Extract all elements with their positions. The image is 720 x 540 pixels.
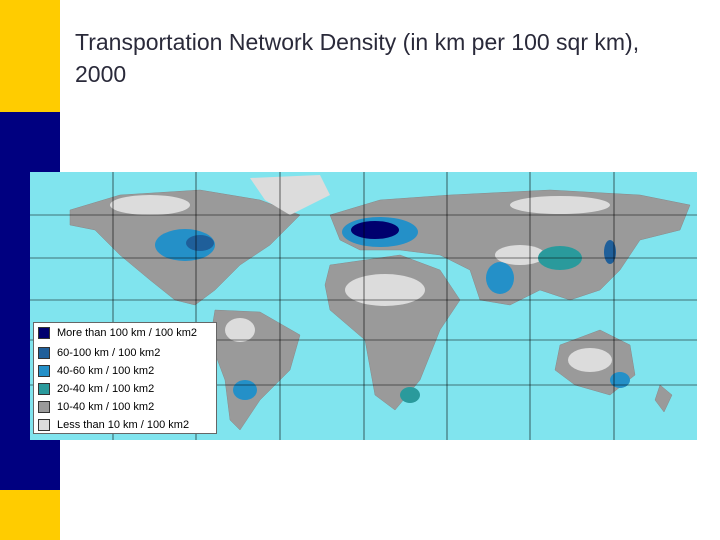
legend-swatch [38, 419, 50, 431]
sparse-areas [110, 175, 612, 372]
legend-swatch [38, 347, 50, 359]
legend-label: 40-60 km / 100 km2 [57, 365, 155, 377]
legend-swatch [38, 327, 50, 339]
legend-label: 60-100 km / 100 km2 [57, 347, 161, 359]
legend-item: 60-100 km / 100 km2 [38, 347, 160, 361]
legend-label: Less than 10 km / 100 km2 [57, 419, 190, 431]
legend-label: 10-40 km / 100 km2 [57, 401, 155, 413]
legend-item: More than 100 km / 100 km2 [38, 327, 197, 341]
legend-label: 20-40 km / 100 km2 [57, 383, 155, 395]
accent-yellow [0, 0, 60, 112]
legend-item: 10-40 km / 100 km2 [38, 401, 154, 415]
legend-item: 20-40 km / 100 km2 [38, 383, 154, 397]
dense-areas [155, 217, 630, 403]
legend-swatch [38, 383, 50, 395]
slide-title: Transportation Network Density (in km pe… [75, 29, 640, 87]
legend-label: More than 100 km / 100 km2 [57, 327, 198, 339]
legend: More than 100 km / 100 km2 60-100 km / 10… [33, 322, 217, 434]
legend-item: Less than 10 km / 100 km2 [38, 419, 189, 433]
legend-swatch [38, 401, 50, 413]
accent-yellow [0, 490, 60, 540]
legend-swatch [38, 365, 50, 377]
legend-item: 40-60 km / 100 km2 [38, 365, 154, 379]
world-map [30, 172, 697, 440]
